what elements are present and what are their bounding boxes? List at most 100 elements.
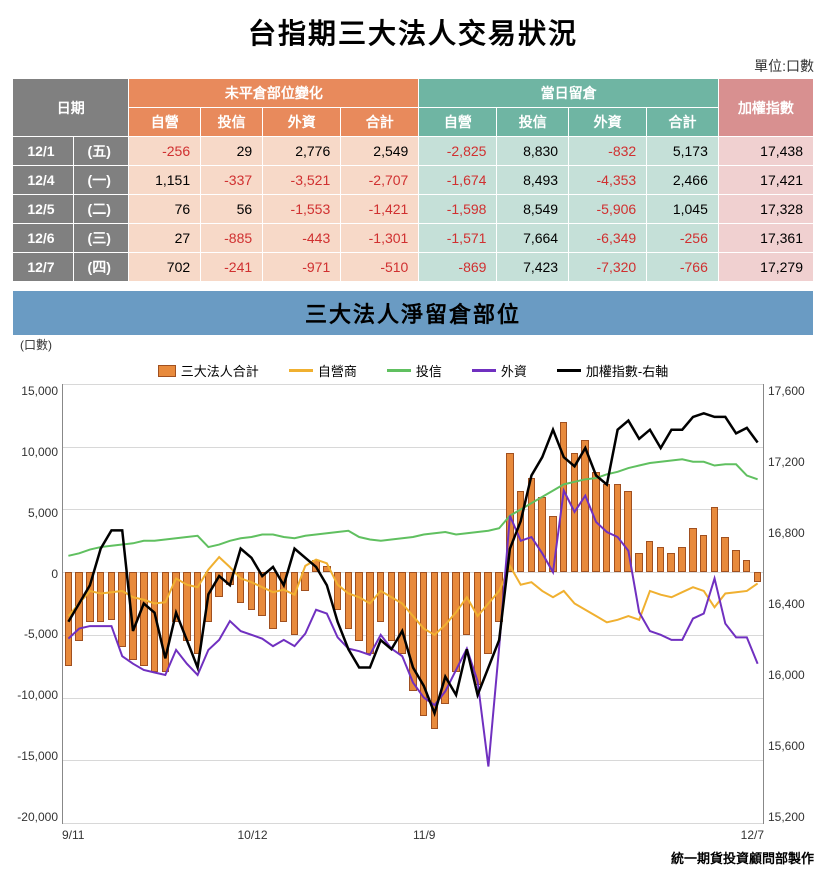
cell-hold: 5,173 (647, 137, 719, 166)
chart-legend: 三大法人合計 自營商 投信 外資 加權指數-右軸 (12, 353, 814, 384)
cell-change: -337 (201, 166, 263, 195)
cell-dow: (三) (73, 224, 129, 253)
ytick-right: 16,400 (768, 597, 810, 611)
ytick-right: 17,200 (768, 455, 810, 469)
cell-change: 2,549 (341, 137, 419, 166)
table-row: 12/6(三)27-885-443-1,301-1,5717,664-6,349… (13, 224, 814, 253)
cell-change: 1,151 (129, 166, 201, 195)
sub-header: 合計 (647, 108, 719, 137)
cell-change: -1,301 (341, 224, 419, 253)
cell-hold: -4,353 (569, 166, 647, 195)
hdr-change-group: 未平倉部位變化 (129, 79, 419, 108)
cell-hold: -766 (647, 253, 719, 282)
cell-change: 2,776 (263, 137, 341, 166)
cell-date: 12/7 (13, 253, 74, 282)
legend-item: 外資 (472, 361, 527, 380)
legend-item: 三大法人合計 (158, 361, 259, 380)
ytick-right: 15,200 (768, 810, 810, 824)
sub-header: 外資 (263, 108, 341, 137)
cell-date: 12/6 (13, 224, 74, 253)
ytick-left: -20,000 (16, 810, 58, 824)
legend-label: 投信 (416, 361, 442, 380)
plot-area (62, 384, 764, 824)
cell-index: 17,361 (718, 224, 813, 253)
ytick-left: -15,000 (16, 749, 58, 763)
cell-change: -241 (201, 253, 263, 282)
subheader-row: 自營投信外資合計自營投信外資合計 (13, 108, 814, 137)
y-axis-right: 17,60017,20016,80016,40016,00015,60015,2… (764, 384, 814, 824)
legend-item: 投信 (387, 361, 442, 380)
unit-label: 單位:口數 (12, 56, 814, 76)
cell-index: 17,438 (718, 137, 813, 166)
cell-change: -1,553 (263, 195, 341, 224)
ytick-left: -5,000 (16, 627, 58, 641)
ytick-left: 5,000 (16, 506, 58, 520)
chart-title: 三大法人淨留倉部位 (12, 290, 814, 336)
cell-hold: 8,493 (497, 166, 569, 195)
chart-line (68, 459, 757, 556)
data-table: 日期 未平倉部位變化 當日留倉 加權指數 自營投信外資合計自營投信外資合計 12… (12, 78, 814, 282)
legend-label: 自營商 (318, 361, 357, 380)
gridline (63, 823, 763, 824)
ytick-left: 10,000 (16, 445, 58, 459)
page-title: 台指期三大法人交易狀況 (12, 12, 814, 52)
cell-hold: -256 (647, 224, 719, 253)
cell-hold: -1,598 (419, 195, 497, 224)
table-row: 12/1(五)-256292,7762,549-2,8258,830-8325,… (13, 137, 814, 166)
cell-hold: -1,674 (419, 166, 497, 195)
cell-index: 17,328 (718, 195, 813, 224)
cell-change: -1,421 (341, 195, 419, 224)
sub-header: 外資 (569, 108, 647, 137)
cell-change: -971 (263, 253, 341, 282)
cell-change: -443 (263, 224, 341, 253)
ytick-right: 17,600 (768, 384, 810, 398)
xtick: 12/7 (589, 828, 765, 842)
chart-line (68, 557, 757, 635)
cell-hold: -1,571 (419, 224, 497, 253)
cell-dow: (一) (73, 166, 129, 195)
cell-hold: -832 (569, 137, 647, 166)
legend-label: 加權指數-右軸 (586, 361, 668, 380)
cell-hold: -2,825 (419, 137, 497, 166)
cell-hold: -6,349 (569, 224, 647, 253)
ytick-left: 15,000 (16, 384, 58, 398)
cell-change: 76 (129, 195, 201, 224)
cell-hold: 1,045 (647, 195, 719, 224)
cell-change: 702 (129, 253, 201, 282)
table-row: 12/7(四)702-241-971-510-8697,423-7,320-76… (13, 253, 814, 282)
legend-swatch (472, 369, 496, 372)
xtick: 11/9 (413, 828, 589, 842)
legend-swatch (289, 369, 313, 372)
cell-hold: 7,423 (497, 253, 569, 282)
cell-change: 56 (201, 195, 263, 224)
legend-swatch (158, 365, 176, 377)
sub-header: 自營 (129, 108, 201, 137)
chart-line (68, 413, 757, 713)
sub-header: 合計 (341, 108, 419, 137)
cell-change: -510 (341, 253, 419, 282)
sub-header: 投信 (497, 108, 569, 137)
ytick-left: 0 (16, 567, 58, 581)
ytick-right: 15,600 (768, 739, 810, 753)
cell-index: 17,279 (718, 253, 813, 282)
ytick-right: 16,000 (768, 668, 810, 682)
cell-hold: 8,830 (497, 137, 569, 166)
cell-dow: (二) (73, 195, 129, 224)
y-axis-left: 15,00010,0005,0000-5,000-10,000-15,000-2… (12, 384, 62, 824)
cell-change: 27 (129, 224, 201, 253)
cell-dow: (四) (73, 253, 129, 282)
legend-swatch (387, 369, 411, 372)
cell-hold: 2,466 (647, 166, 719, 195)
sub-header: 投信 (201, 108, 263, 137)
hdr-hold-group: 當日留倉 (419, 79, 719, 108)
y-axis-left-label: (口數) (12, 336, 814, 353)
cell-hold: 7,664 (497, 224, 569, 253)
xtick: 9/11 (62, 828, 238, 842)
cell-hold: 8,549 (497, 195, 569, 224)
chart-area: 15,00010,0005,0000-5,000-10,000-15,000-2… (12, 384, 814, 824)
legend-label: 外資 (501, 361, 527, 380)
table-row: 12/4(一)1,151-337-3,521-2,707-1,6748,493-… (13, 166, 814, 195)
cell-hold: -869 (419, 253, 497, 282)
legend-item: 自營商 (289, 361, 357, 380)
cell-index: 17,421 (718, 166, 813, 195)
